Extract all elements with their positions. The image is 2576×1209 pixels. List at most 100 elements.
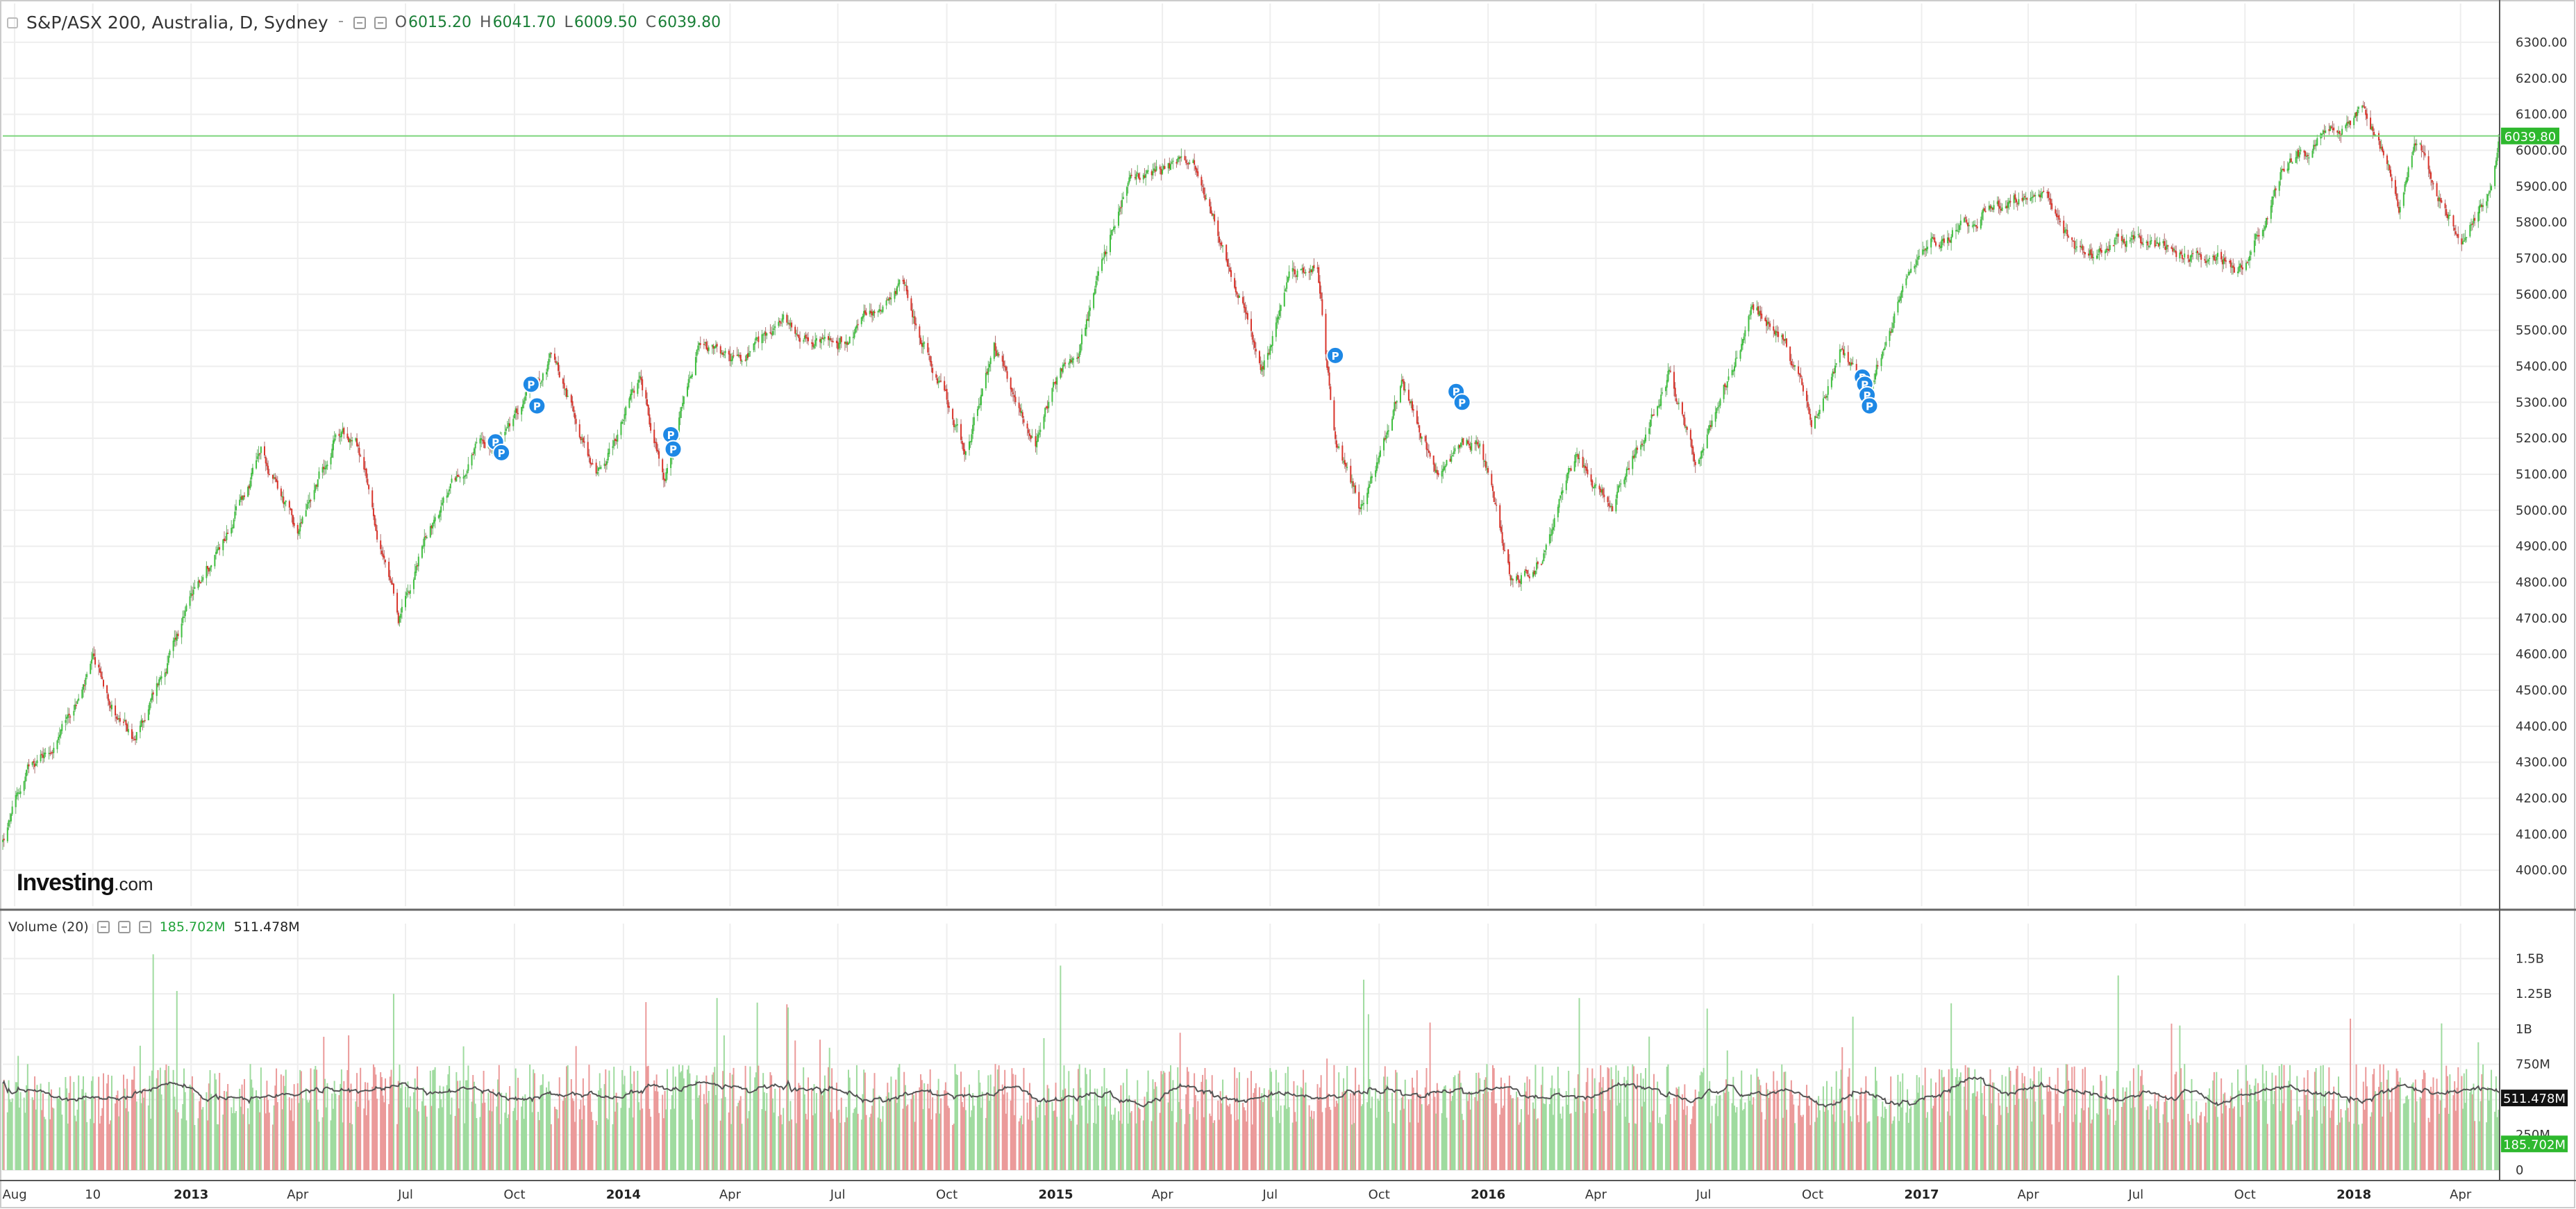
- volume-bar: [2365, 1067, 2367, 1170]
- volume-bar: [1450, 1101, 1453, 1170]
- volume-bar: [49, 1119, 51, 1170]
- candle-body: [2048, 198, 2050, 200]
- candle-body: [318, 471, 320, 479]
- volume-bar: [737, 1102, 739, 1170]
- settings-icon[interactable]: [353, 16, 366, 29]
- candle-body: [316, 485, 318, 487]
- volume-bar: [2374, 1091, 2376, 1170]
- volume-bar: [34, 1076, 36, 1170]
- candle-body: [523, 400, 525, 405]
- candle-body: [127, 728, 129, 733]
- volume-bar: [639, 1110, 641, 1170]
- volume-bar: [786, 1004, 788, 1170]
- volume-bar: [907, 1104, 909, 1170]
- candle-body: [1333, 400, 1335, 431]
- candle-body: [400, 613, 402, 618]
- volume-bar: [2399, 1077, 2401, 1170]
- candle-body: [351, 440, 353, 442]
- candle-body: [1634, 454, 1636, 458]
- candle-body: [846, 342, 848, 345]
- volume-bar: [1192, 1107, 1194, 1170]
- collapse-icon[interactable]: [7, 17, 18, 28]
- candle-body: [987, 367, 989, 375]
- volume-bar: [795, 1123, 797, 1170]
- candle-body: [753, 343, 755, 351]
- candle-body: [1085, 327, 1087, 336]
- chevron-down-icon[interactable]: [337, 17, 345, 29]
- volume-bar: [1764, 1119, 1766, 1170]
- candle-body: [1048, 401, 1050, 408]
- volume-bar: [805, 1113, 807, 1170]
- volume-bar: [2220, 1078, 2223, 1170]
- close-icon[interactable]: [138, 921, 151, 933]
- hide-icon[interactable]: [374, 16, 387, 29]
- volume-bar: [1338, 1072, 1340, 1170]
- volume-bar: [241, 1084, 243, 1170]
- volume-bar: [1905, 1112, 1907, 1170]
- candle-body: [1560, 492, 1562, 495]
- volume-bar: [19, 1092, 22, 1170]
- x-tick-label: Apr: [1151, 1187, 1173, 1202]
- volume-bar: [885, 1096, 887, 1170]
- volume-bar: [156, 1078, 158, 1170]
- volume-bar: [1989, 1069, 1991, 1170]
- candle-body: [2089, 250, 2091, 256]
- candle-body: [558, 372, 560, 378]
- candle-body: [1105, 252, 1107, 254]
- volume-bar: [628, 1108, 630, 1170]
- candle-body: [2373, 132, 2375, 137]
- candle-body: [1667, 371, 1669, 382]
- volume-bar: [357, 1106, 359, 1170]
- format-icon[interactable]: [117, 921, 131, 933]
- candle-body: [167, 656, 169, 663]
- volume-bar: [1775, 1119, 1777, 1170]
- volume-bar: [2305, 1094, 2307, 1170]
- candle-body: [135, 739, 137, 740]
- volume-bar: [172, 1069, 174, 1170]
- candle-body: [795, 333, 797, 335]
- volume-bar: [2064, 1090, 2066, 1170]
- candle-body: [621, 422, 624, 424]
- candle-body: [771, 331, 773, 335]
- volume-bar: [542, 1074, 544, 1170]
- volume-bar: [2100, 1081, 2102, 1170]
- candle-body: [2164, 241, 2166, 246]
- candle-body: [1808, 406, 1810, 415]
- candle-body: [1335, 431, 1337, 440]
- volume-bar: [1659, 1117, 1661, 1170]
- candle-body: [429, 526, 431, 537]
- candle-body: [956, 424, 958, 426]
- volume-bar: [185, 1120, 187, 1170]
- candle-body: [217, 547, 219, 551]
- volume-bar: [376, 1099, 378, 1170]
- volume-bar: [367, 1083, 369, 1170]
- y-tick-label: 5200.00: [2516, 431, 2567, 446]
- volume-bar: [1543, 1103, 1545, 1170]
- volume-bar: [2257, 1083, 2259, 1170]
- candle-body: [2382, 147, 2384, 152]
- volume-bar: [1917, 1092, 1919, 1170]
- volume-bar: [244, 1078, 245, 1170]
- candle-body: [1691, 439, 1693, 449]
- candle-body: [2372, 126, 2374, 131]
- volume-bar: [1976, 1091, 1978, 1170]
- volume-bar: [1967, 1067, 1969, 1170]
- candle-body: [862, 316, 864, 319]
- volume-bar: [1154, 1082, 1156, 1170]
- candle-body: [1321, 299, 1323, 315]
- candle-body: [832, 341, 834, 343]
- volume-bar: [248, 1124, 250, 1170]
- candle-body: [549, 353, 551, 358]
- volume-bar: [1004, 1069, 1006, 1170]
- candle-body: [40, 754, 42, 762]
- candle-body: [1021, 412, 1023, 418]
- volume-bar: [2139, 1091, 2141, 1170]
- volume-bar: [2205, 1102, 2207, 1170]
- candle-body: [1244, 307, 1246, 312]
- settings-icon[interactable]: [97, 921, 110, 933]
- volume-bar: [694, 1081, 696, 1170]
- candle-body: [1942, 238, 1944, 242]
- volume-bar: [2456, 1087, 2458, 1170]
- volume-bar: [1486, 1064, 1488, 1170]
